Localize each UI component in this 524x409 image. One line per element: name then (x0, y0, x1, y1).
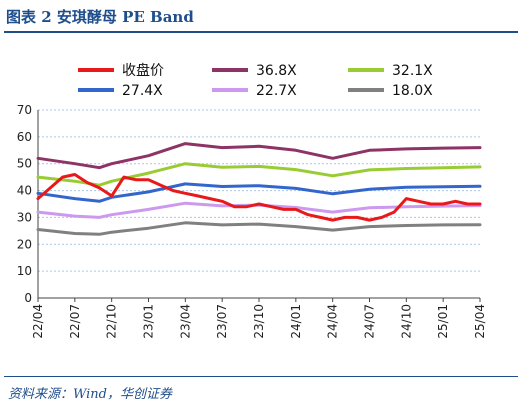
y-tick-label: 10 (17, 264, 32, 278)
y-tick-label: 50 (17, 157, 32, 171)
axes: 0 10 20 30 40 50 60 70 22/04 22/07 22/10 23/01 23/04… (17, 103, 487, 339)
x-tick-label: 22/04 (31, 304, 45, 339)
y-tick-label: 60 (17, 130, 32, 144)
x-tick-label: 22/07 (68, 304, 82, 339)
series-layer (36, 142, 482, 236)
series-line (36, 142, 482, 170)
x-tick-label: 25/01 (436, 304, 450, 339)
series-line (36, 221, 482, 236)
legend-label: 18.0X (392, 83, 433, 99)
y-tick-label: 20 (17, 237, 32, 251)
x-tick-label: 24/07 (363, 304, 377, 339)
source-note: 资料来源：Wind，华创证券 (8, 387, 172, 402)
x-tick-label: 23/01 (142, 304, 156, 339)
x-tick-label: 23/04 (178, 304, 192, 339)
x-tick-label: 24/01 (289, 304, 303, 339)
x-tick-label: 25/04 (473, 304, 487, 339)
y-tick-label: 0 (24, 291, 32, 305)
y-tick-label: 70 (17, 103, 32, 117)
title-rule (4, 31, 518, 33)
y-tick-label: 40 (17, 184, 32, 198)
series-line (36, 162, 482, 187)
series-line (36, 182, 482, 203)
x-tick-label: 24/04 (326, 304, 340, 339)
legend-label: 27.4X (122, 83, 163, 99)
y-tick-label: 30 (17, 210, 32, 224)
series-line (36, 173, 482, 222)
x-tick-label: 23/07 (215, 304, 229, 339)
legend-label: 36.8X (256, 63, 297, 79)
legend-label: 22.7X (256, 83, 297, 99)
figure-title: 图表 2 安琪酵母 PE Band (6, 8, 194, 26)
x-tick-label: 22/10 (105, 304, 119, 339)
legend-label: 32.1X (392, 63, 433, 79)
legend-label: 收盘价 (122, 62, 164, 79)
x-tick-label: 24/10 (399, 304, 413, 339)
legend: 收盘价 36.8X 32.1X 27.4X 22.7X 18.0X (78, 62, 433, 99)
bottom-rule (4, 376, 518, 377)
x-tick-label: 23/10 (252, 304, 266, 339)
